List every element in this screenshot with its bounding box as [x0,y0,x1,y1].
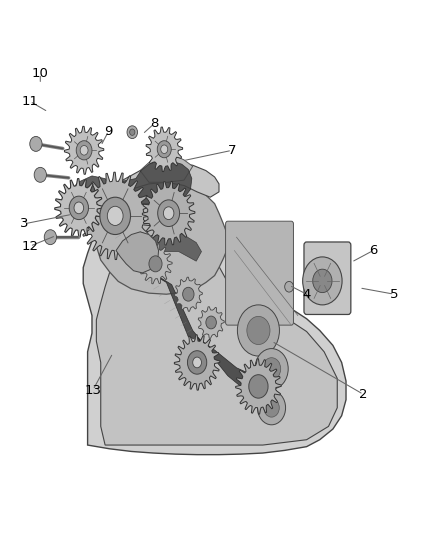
Text: 6: 6 [369,244,378,257]
Circle shape [80,146,88,155]
Polygon shape [142,181,195,245]
Polygon shape [140,155,193,182]
Circle shape [44,230,57,245]
Circle shape [161,145,168,154]
Polygon shape [83,195,346,455]
Polygon shape [146,127,183,172]
Text: 13: 13 [85,384,101,397]
Circle shape [285,281,293,292]
Circle shape [249,375,268,398]
Circle shape [74,202,84,214]
FancyBboxPatch shape [226,221,293,325]
Text: 8: 8 [150,117,159,130]
Polygon shape [55,179,103,237]
Circle shape [183,287,194,301]
FancyBboxPatch shape [304,242,351,314]
Circle shape [162,148,171,159]
Circle shape [258,391,286,425]
Polygon shape [197,337,267,397]
Circle shape [255,349,288,389]
Circle shape [262,358,281,380]
Polygon shape [174,335,220,390]
Text: 2: 2 [359,388,368,401]
Polygon shape [100,204,201,341]
Circle shape [157,141,171,158]
Polygon shape [64,126,104,174]
Circle shape [237,305,279,356]
Circle shape [247,317,270,344]
Circle shape [206,316,216,329]
Text: 3: 3 [20,217,28,230]
Polygon shape [198,306,224,338]
Polygon shape [68,161,192,213]
Circle shape [193,357,201,368]
Circle shape [264,398,279,417]
Circle shape [158,200,180,227]
Circle shape [107,206,123,225]
Polygon shape [114,163,219,204]
Circle shape [130,129,135,135]
Circle shape [100,197,131,235]
Polygon shape [96,180,228,294]
Circle shape [76,141,92,160]
Polygon shape [139,244,172,284]
Circle shape [149,256,162,272]
Circle shape [30,136,42,151]
Circle shape [303,257,342,305]
Text: 7: 7 [228,144,237,157]
Polygon shape [174,277,202,311]
Circle shape [69,196,88,220]
Circle shape [34,167,46,182]
Text: 4: 4 [302,288,311,301]
Text: 10: 10 [32,67,49,80]
Circle shape [163,207,174,220]
Circle shape [313,269,332,293]
Text: 9: 9 [104,125,113,138]
Polygon shape [236,359,281,414]
Polygon shape [144,232,201,261]
Polygon shape [116,232,159,273]
Text: 12: 12 [21,240,38,253]
Polygon shape [79,172,151,260]
Circle shape [127,126,138,139]
Text: 11: 11 [21,95,38,108]
Text: 5: 5 [390,288,399,301]
Circle shape [187,351,207,374]
Polygon shape [96,232,337,445]
